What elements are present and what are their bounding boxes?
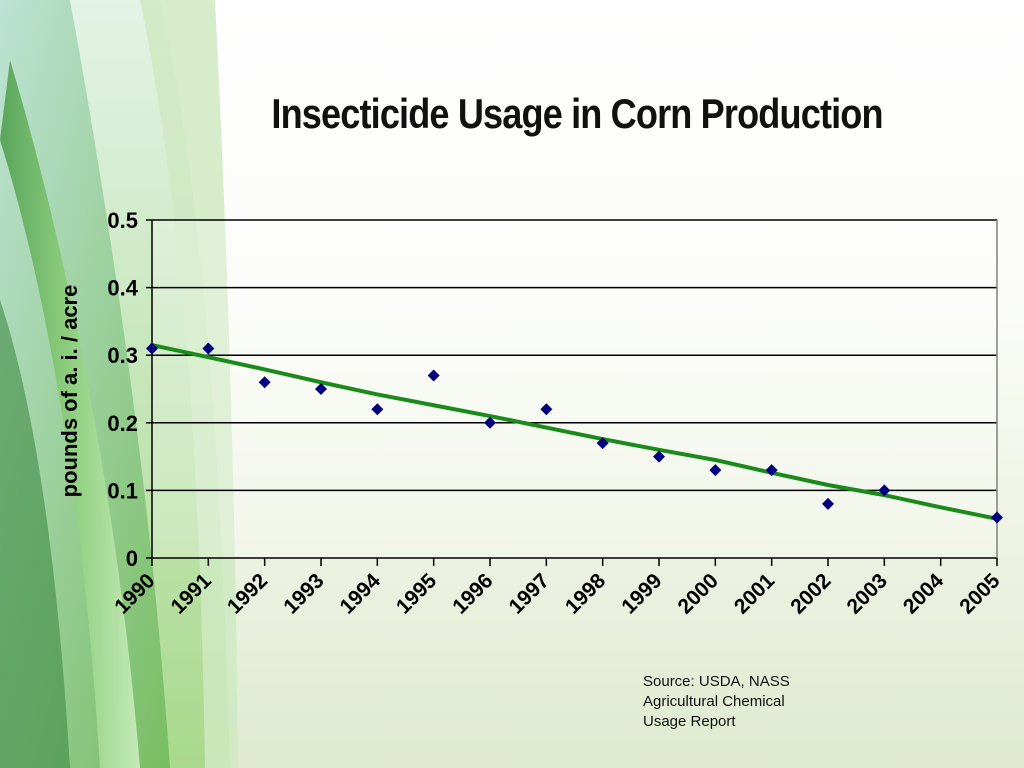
x-tick-label: 2003 bbox=[843, 569, 892, 618]
data-point bbox=[596, 437, 609, 450]
x-tick-label: 1994 bbox=[336, 569, 386, 619]
x-tick-label: 1993 bbox=[279, 569, 328, 618]
data-point bbox=[202, 342, 215, 355]
x-tick-label: 1992 bbox=[223, 569, 272, 618]
data-point bbox=[258, 376, 271, 389]
data-point bbox=[371, 403, 384, 416]
data-point bbox=[653, 450, 665, 463]
data-point bbox=[427, 369, 440, 382]
x-tick-label: 1999 bbox=[617, 569, 666, 618]
x-tick-label: 2000 bbox=[674, 569, 723, 618]
x-tick-label: 2002 bbox=[786, 569, 835, 618]
data-point bbox=[484, 416, 496, 429]
source-line: Agricultural Chemical bbox=[643, 693, 785, 710]
x-tick-label: 2004 bbox=[899, 569, 949, 619]
leaf-background-image bbox=[0, 0, 238, 768]
data-point bbox=[878, 484, 891, 497]
x-tick-label: 1990 bbox=[110, 569, 159, 618]
x-tick-label: 1991 bbox=[167, 569, 217, 619]
data-point bbox=[146, 342, 158, 355]
x-tick-label: 2005 bbox=[955, 569, 1005, 619]
x-tick-label: 1997 bbox=[505, 569, 554, 618]
slide-title: Insecticide Usage in Corn Production bbox=[271, 90, 883, 137]
plot-area bbox=[152, 220, 997, 558]
y-tick-label: 0.5 bbox=[107, 208, 138, 233]
data-point bbox=[540, 403, 553, 416]
x-tick-label: 2001 bbox=[730, 569, 780, 619]
y-tick-label: 0.4 bbox=[107, 276, 138, 301]
data-point bbox=[822, 497, 834, 510]
y-axis-label: pounds of a. i. / acre bbox=[57, 285, 82, 498]
trendline bbox=[150, 343, 999, 521]
source-line: Usage Report bbox=[643, 713, 736, 730]
y-tick-label: 0.2 bbox=[107, 411, 138, 436]
data-point bbox=[315, 383, 327, 395]
y-tick-label: 0.1 bbox=[107, 478, 138, 503]
y-tick-label: 0 bbox=[126, 546, 138, 571]
data-point bbox=[709, 464, 722, 477]
x-tick-label: 1998 bbox=[561, 569, 611, 619]
source-note: Source: USDA, NASS Agricultural Chemical… bbox=[643, 672, 843, 732]
x-tick-label: 1996 bbox=[448, 569, 497, 618]
data-point bbox=[765, 464, 778, 477]
y-tick-label: 0.3 bbox=[107, 343, 138, 368]
source-line: Source: USDA, NASS bbox=[643, 673, 790, 690]
x-tick-label: 1995 bbox=[392, 569, 442, 619]
data-point bbox=[991, 511, 1003, 524]
